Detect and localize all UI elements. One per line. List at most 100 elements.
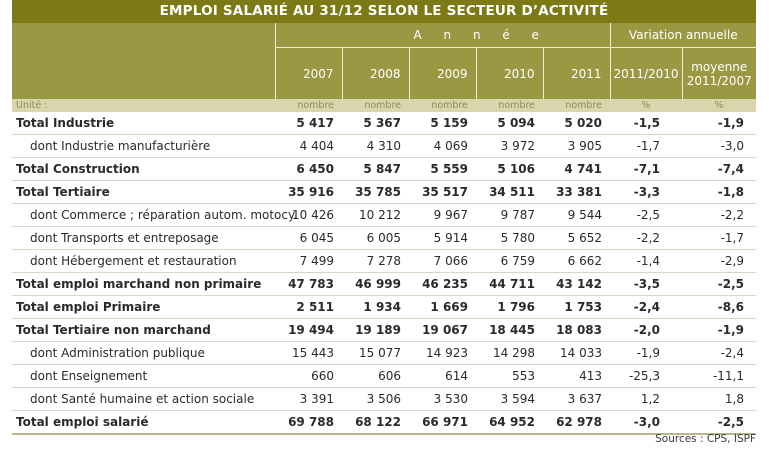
- header-var-moyenne-line1: moyenne: [691, 59, 748, 74]
- variation-moyenne: -2,5: [682, 272, 756, 296]
- header-year-2009: 2009: [408, 47, 476, 99]
- value-2010: 6 759: [476, 249, 543, 273]
- value-2011: 6 662: [543, 249, 610, 273]
- value-2010: 3 972: [476, 134, 543, 158]
- row-label: dont Commerce ; réparation autom. motocy…: [12, 203, 297, 227]
- value-2010: 3 594: [476, 387, 543, 411]
- row-label: Total emploi salarié: [12, 410, 275, 435]
- value-2011: 43 142: [543, 272, 610, 296]
- variation-2011-2010: -3,5: [610, 272, 682, 296]
- variation-moyenne: -7,4: [682, 157, 756, 181]
- header-var-moyenne: moyenne 2011/2007: [681, 47, 756, 99]
- row-label: Total emploi marchand non primaire: [12, 272, 275, 296]
- row-label: dont Enseignement: [12, 364, 275, 388]
- variation-moyenne: -2,2: [682, 203, 756, 227]
- value-2008: 46 999: [342, 272, 409, 296]
- value-2010: 5 094: [476, 112, 543, 135]
- value-2008: 606: [342, 364, 409, 388]
- row-label: Total emploi Primaire: [12, 295, 275, 319]
- value-2009: 9 967: [409, 203, 476, 227]
- unit-cell: nombre: [342, 99, 409, 112]
- value-2007: 660: [275, 364, 342, 388]
- row-label: Total Tertiaire: [12, 180, 275, 204]
- value-2007: 4 404: [275, 134, 342, 158]
- table-row: dont Transports et entreposage 6 045 6 0…: [12, 226, 756, 250]
- table-row: Total emploi Primaire 2 511 1 934 1 669 …: [12, 295, 756, 319]
- value-2007: 47 783: [275, 272, 342, 296]
- unit-label: Unité :: [12, 99, 275, 112]
- variation-moyenne: -3,0: [682, 134, 756, 158]
- value-2010: 5 780: [476, 226, 543, 250]
- variation-2011-2010: -3,0: [610, 410, 682, 435]
- table-title: EMPLOI SALARIÉ AU 31/12 SELON LE SECTEUR…: [12, 0, 756, 23]
- variation-moyenne: -2,9: [682, 249, 756, 273]
- table-row: Total Tertiaire 35 916 35 785 35 517 34 …: [12, 180, 756, 204]
- header-year-row: 2007 2008 2009 2010 2011 2011/2010 moyen…: [12, 47, 756, 99]
- value-2008: 5 847: [342, 157, 409, 181]
- table-row: dont Commerce ; réparation autom. motocy…: [12, 203, 756, 227]
- value-2008: 6 005: [342, 226, 409, 250]
- table-row: Total Construction 6 450 5 847 5 559 5 1…: [12, 157, 756, 181]
- value-2011: 5 652: [543, 226, 610, 250]
- value-2010: 5 106: [476, 157, 543, 181]
- variation-moyenne: -1,9: [682, 112, 756, 135]
- value-2009: 3 530: [409, 387, 476, 411]
- value-2008: 3 506: [342, 387, 409, 411]
- header-year-2007: 2007: [274, 47, 342, 99]
- value-2007: 15 443: [275, 341, 342, 365]
- variation-moyenne: -1,7: [682, 226, 756, 250]
- variation-moyenne: 1,8: [682, 387, 756, 411]
- header-year-2011: 2011: [542, 47, 610, 99]
- value-2009: 614: [409, 364, 476, 388]
- row-label: Total Tertiaire non marchand: [12, 318, 275, 342]
- variation-2011-2010: -1,7: [610, 134, 682, 158]
- unit-cell: %: [682, 99, 756, 112]
- source-note: Sources : CPS, ISPF: [655, 433, 756, 445]
- table-row: dont Industrie manufacturière 4 404 4 31…: [12, 134, 756, 158]
- variation-moyenne: -11,1: [682, 364, 756, 388]
- table-row: Total Tertiaire non marchand 19 494 19 1…: [12, 318, 756, 342]
- variation-moyenne: -1,9: [682, 318, 756, 342]
- value-2009: 4 069: [409, 134, 476, 158]
- value-2008: 35 785: [342, 180, 409, 204]
- variation-moyenne: -2,4: [682, 341, 756, 365]
- value-2010: 9 787: [476, 203, 543, 227]
- variation-2011-2010: -2,4: [610, 295, 682, 319]
- value-2008: 4 310: [342, 134, 409, 158]
- value-2010: 14 298: [476, 341, 543, 365]
- value-2009: 35 517: [409, 180, 476, 204]
- variation-moyenne: -1,8: [682, 180, 756, 204]
- value-2008: 15 077: [342, 341, 409, 365]
- value-2009: 14 923: [409, 341, 476, 365]
- employment-table-container: EMPLOI SALARIÉ AU 31/12 SELON LE SECTEUR…: [12, 0, 756, 435]
- employment-table: A n n é e Variation annuelle 2007 2008 2…: [12, 23, 756, 435]
- value-2007: 19 494: [275, 318, 342, 342]
- variation-2011-2010: -25,3: [610, 364, 682, 388]
- value-2011: 413: [543, 364, 610, 388]
- value-2008: 19 189: [342, 318, 409, 342]
- value-2007: 3 391: [275, 387, 342, 411]
- unit-cell: %: [610, 99, 682, 112]
- value-2008: 5 367: [342, 112, 409, 135]
- table-row: dont Enseignement 660 606 614 553 413 -2…: [12, 364, 756, 388]
- value-2011: 1 753: [543, 295, 610, 319]
- value-2007: 5 417: [275, 112, 342, 135]
- value-2010: 1 796: [476, 295, 543, 319]
- table-row: Total emploi marchand non primaire 47 78…: [12, 272, 756, 296]
- value-2007: 69 788: [275, 410, 342, 435]
- value-2008: 7 278: [342, 249, 409, 273]
- variation-2011-2010: -2,0: [610, 318, 682, 342]
- value-2009: 7 066: [409, 249, 476, 273]
- variation-2011-2010: -7,1: [610, 157, 682, 181]
- value-2008: 10 212: [342, 203, 409, 227]
- value-2010: 44 711: [476, 272, 543, 296]
- table-row: Total Industrie 5 417 5 367 5 159 5 094 …: [12, 112, 756, 135]
- header-group-row: A n n é e Variation annuelle: [12, 23, 756, 99]
- value-2009: 66 971: [409, 410, 476, 435]
- value-2007: 6 045: [275, 226, 342, 250]
- value-2009: 19 067: [409, 318, 476, 342]
- value-2011: 14 033: [543, 341, 610, 365]
- value-2011: 3 637: [543, 387, 610, 411]
- unit-cell: nombre: [409, 99, 476, 112]
- variation-moyenne: -2,5: [682, 410, 756, 435]
